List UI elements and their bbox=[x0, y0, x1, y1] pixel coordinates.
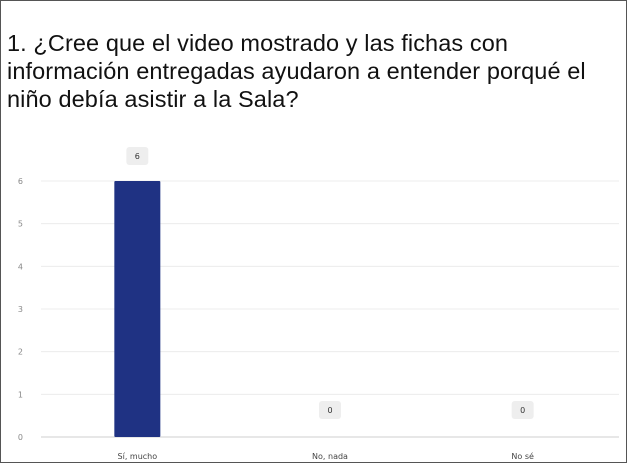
y-tick-label: 3 bbox=[18, 305, 23, 314]
y-tick-label: 6 bbox=[18, 177, 23, 186]
x-tick-label: No sé bbox=[511, 451, 534, 461]
y-tick-label: 2 bbox=[18, 348, 23, 357]
y-tick-label: 4 bbox=[18, 262, 23, 271]
x-tick-label: Sí, mucho bbox=[118, 452, 158, 461]
bar bbox=[114, 181, 161, 437]
data-label-badge bbox=[126, 147, 149, 165]
data-label: 0 bbox=[520, 406, 525, 415]
chart-title: 1. ¿Cree que el video mostrado y las fic… bbox=[7, 30, 586, 112]
data-label-badge bbox=[511, 401, 534, 419]
y-tick-label: 0 bbox=[18, 433, 23, 442]
y-tick-label: 1 bbox=[18, 390, 23, 399]
data-label-badge bbox=[319, 401, 341, 419]
y-tick-label: 5 bbox=[18, 220, 23, 229]
x-tick-label: No, nada bbox=[312, 452, 348, 461]
data-label: 0 bbox=[327, 406, 332, 415]
data-label: 6 bbox=[135, 152, 140, 161]
